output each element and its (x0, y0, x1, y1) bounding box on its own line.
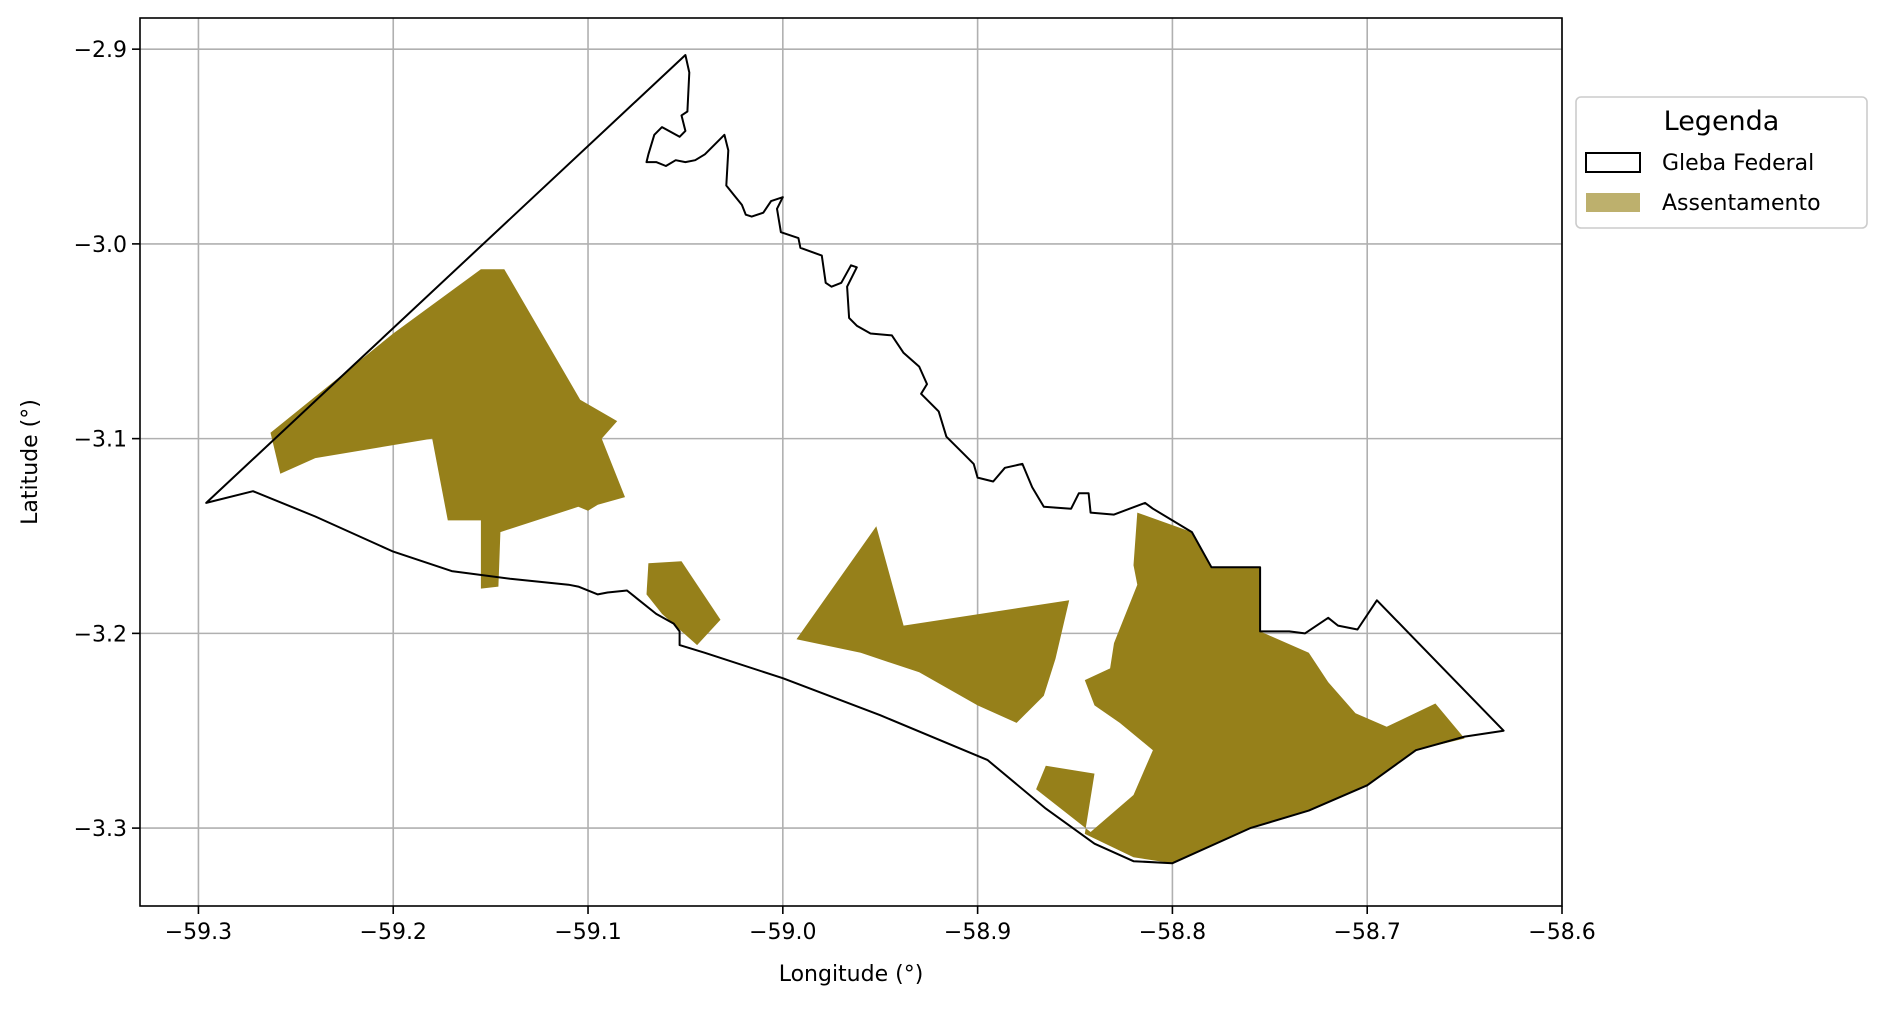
legend: Legenda Gleba Federal Assentamento (1575, 96, 1868, 229)
legend-swatch-gleba-federal (1585, 152, 1641, 173)
legend-swatch-assentamento (1586, 193, 1640, 212)
y-tick-label: −2.9 (74, 38, 127, 63)
assentamento-polygon (646, 561, 721, 646)
assentamento-polygon (796, 526, 1070, 723)
y-tick-label: −3.3 (74, 817, 127, 842)
y-tick-label: −3.0 (74, 233, 127, 258)
map-layers (205, 54, 1505, 865)
assentamento-polygon (1036, 512, 1465, 864)
legend-label-assentamento: Assentamento (1662, 191, 1821, 216)
x-tick-label: −58.6 (1528, 920, 1595, 945)
y-tick-label: −3.2 (74, 622, 127, 647)
x-tick-label: −59.2 (360, 920, 427, 945)
x-tick-label: −59.3 (165, 920, 232, 945)
x-tick-label: −58.9 (944, 920, 1011, 945)
x-tick-label: −58.7 (1333, 920, 1400, 945)
x-axis-label: Longitude (°) (779, 962, 924, 987)
x-tick-label: −59.0 (749, 920, 816, 945)
x-tick-label: −58.8 (1139, 920, 1206, 945)
y-axis-label: Latitude (°) (18, 399, 43, 525)
assentamento-polygon (270, 269, 625, 589)
legend-title: Legenda (1664, 106, 1780, 137)
y-tick-label: −3.1 (74, 428, 127, 453)
gleba-federal-outline (205, 54, 1505, 865)
x-tick-label: −59.1 (554, 920, 621, 945)
legend-box (1575, 96, 1868, 229)
axes-frame (139, 17, 1563, 907)
ticks: −59.3 −59.2 −59.1 −59.0 −58.9 −58.8 −58.7 −58.6… (74, 38, 1596, 945)
legend-label-gleba-federal: Gleba Federal (1662, 151, 1814, 176)
